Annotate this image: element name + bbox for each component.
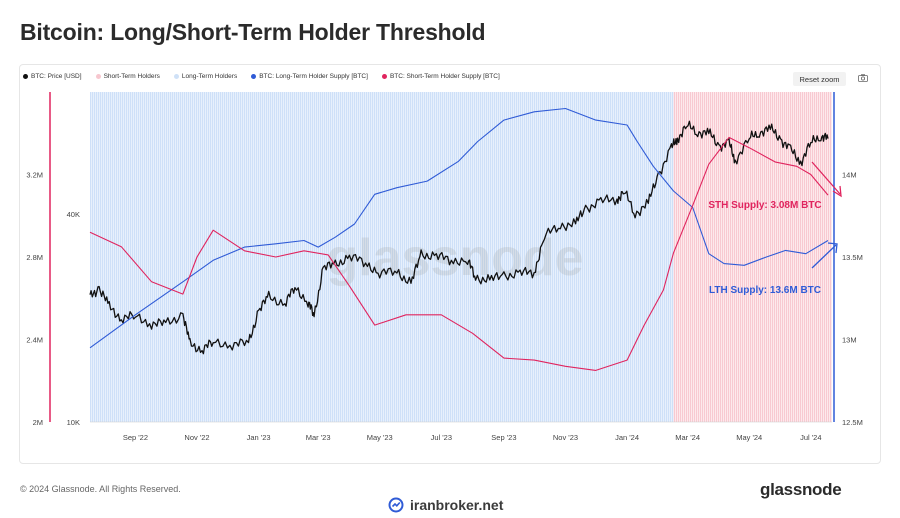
copyright-text: © 2024 Glassnode. All Rights Reserved. — [20, 484, 181, 494]
x-axis-tick: Jan '23 — [247, 433, 271, 442]
iranbroker-logo-icon — [388, 497, 404, 513]
lth-annotation: LTH Supply: 13.6M BTC — [709, 285, 821, 296]
x-axis-tick: May '23 — [367, 433, 393, 442]
camera-icon[interactable] — [858, 74, 868, 82]
sth-region — [673, 92, 832, 422]
x-axis-tick: Sep '22 — [123, 433, 148, 442]
legend-label: BTC: Long-Term Holder Supply [BTC] — [259, 73, 368, 80]
watermark-site: iranbroker.net — [410, 497, 504, 513]
lth-axis-tick: 13M — [842, 336, 857, 345]
chart-legend: BTC: Price [USD] Short-Term Holders Long… — [23, 73, 500, 80]
lth-arrow-head — [827, 242, 838, 254]
legend-swatch — [381, 74, 387, 79]
legend-item-sth-supply[interactable]: BTC: Short-Term Holder Supply [BTC] — [381, 73, 500, 80]
lth-supply-line — [89, 107, 829, 349]
sth-axis-tick: 2.8M — [26, 253, 43, 262]
x-axis-tick: Mar '24 — [675, 433, 700, 442]
legend-item-lth-supply[interactable]: BTC: Long-Term Holder Supply [BTC] — [251, 73, 368, 80]
sth-arrow — [811, 161, 841, 195]
lth-axis-tick: 13.5M — [842, 253, 863, 262]
price-axis-tick: 40K — [67, 210, 80, 219]
lth-arrow — [811, 244, 837, 269]
x-axis-tick: Nov '22 — [184, 433, 209, 442]
legend-label: BTC: Short-Term Holder Supply [BTC] — [389, 73, 500, 80]
sth-annotation: STH Supply: 3.08M BTC — [708, 200, 821, 211]
legend-label: Long-Term Holders — [181, 73, 238, 80]
legend-label: BTC: Price [USD] — [31, 73, 82, 80]
x-axis-tick: Jul '23 — [431, 433, 452, 442]
sth-axis-tick: 3.2M — [26, 171, 43, 180]
sth-axis-tick: 2M — [33, 418, 43, 427]
legend-item-lth-region[interactable]: Long-Term Holders — [173, 73, 238, 80]
legend-swatch — [251, 74, 257, 79]
legend-swatch — [173, 74, 179, 79]
legend-swatch — [23, 74, 28, 79]
sth-axis-tick: 2.4M — [26, 336, 43, 345]
legend-swatch — [95, 74, 101, 79]
x-axis-tick: Jul '24 — [800, 433, 821, 442]
x-axis-tick: Jan '24 — [615, 433, 639, 442]
sth-supply-line — [89, 136, 829, 371]
reset-zoom-button[interactable]: Reset zoom — [793, 72, 846, 86]
lth-axis-tick: 12.5M — [842, 418, 863, 427]
sth-arrow-head — [832, 185, 842, 198]
x-axis-tick: Nov '23 — [553, 433, 578, 442]
legend-item-price[interactable]: BTC: Price [USD] — [23, 73, 82, 80]
brand-logo: glassnode — [760, 480, 842, 499]
price-axis-tick: 10K — [67, 418, 80, 427]
lth-region — [90, 92, 674, 422]
legend-label: Short-Term Holders — [103, 73, 160, 80]
legend-item-sth-region[interactable]: Short-Term Holders — [95, 73, 160, 80]
x-axis-tick: Sep '23 — [491, 433, 516, 442]
x-axis-tick: May '24 — [736, 433, 762, 442]
lth-axis-tick: 14M — [842, 171, 857, 180]
x-axis-tick: Mar '23 — [306, 433, 331, 442]
page-title: Bitcoin: Long/Short-Term Holder Threshol… — [20, 19, 486, 45]
